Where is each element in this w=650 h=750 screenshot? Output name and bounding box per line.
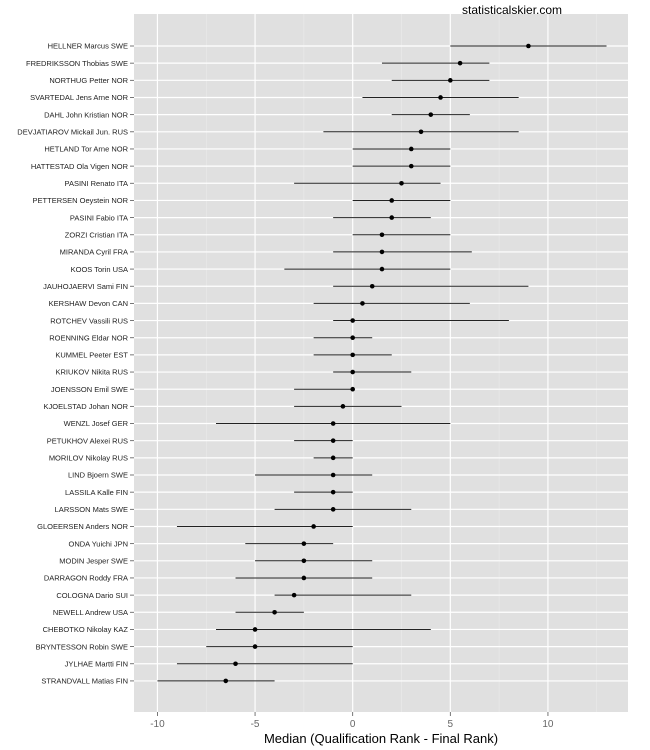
x-tick-label: 10: [542, 719, 554, 730]
y-tick-label: LIND Bjoern SWE: [68, 471, 128, 480]
y-tick-label: STRANDVALL Matias FIN: [41, 677, 128, 686]
median-point: [350, 335, 355, 341]
y-tick-label: PETUKHOV Alexei RUS: [47, 436, 128, 445]
median-point: [379, 266, 385, 272]
y-tick-label: HATTESTAD Ola Vigen NOR: [31, 162, 129, 171]
median-point: [389, 215, 395, 220]
watermark: statisticalskier.com: [462, 3, 562, 17]
y-tick-label: JOENSSON Emil SWE: [51, 385, 128, 394]
y-tick-label: DEVJATIAROV Mickail Jun. RUS: [17, 128, 128, 137]
y-tick-label: LASSILA Kalle FIN: [65, 488, 128, 497]
median-point: [350, 352, 355, 358]
median-point: [291, 592, 297, 598]
median-point: [330, 438, 336, 443]
y-tick-label: MORILOV Nikolay RUS: [49, 454, 128, 463]
y-tick-label: GLOEERSEN Anders NOR: [37, 522, 128, 531]
y-tick-label: PETTERSEN Oeystein NOR: [33, 196, 129, 205]
y-tick-label: BRYNTESSON Robin SWE: [36, 642, 128, 651]
median-point: [252, 627, 258, 632]
median-point: [330, 489, 336, 495]
median-point: [330, 421, 336, 426]
median-point: [457, 60, 463, 66]
x-tick-label: -5: [251, 719, 260, 730]
y-tick-label: COLOGNA Dario SUI: [56, 591, 128, 600]
y-tick-label: DARRAGON Roddy FRA: [44, 574, 128, 583]
median-point: [360, 301, 365, 306]
y-axis-labels: HELLNER Marcus SWE FREDRIKSSON Thobias SW…: [17, 42, 134, 686]
median-point: [301, 575, 307, 581]
y-tick-label: HELLNER Marcus SWE: [48, 42, 128, 51]
median-point: [389, 198, 395, 203]
x-tick-label: 5: [448, 719, 454, 730]
median-point: [418, 129, 424, 135]
y-tick-label: JYLHAE Martti FIN: [65, 659, 128, 668]
x-tick-label: -10: [150, 719, 165, 730]
median-point: [350, 369, 355, 375]
y-tick-label: ROENNING Eldar NOR: [49, 333, 128, 342]
y-tick-label: PASINI Fabio ITA: [70, 213, 128, 222]
median-point: [408, 163, 414, 169]
y-tick-label: JAUHOJAERVI Sami FIN: [43, 282, 128, 291]
median-point: [350, 386, 355, 392]
y-tick-label: MODIN Jesper SWE: [59, 557, 128, 566]
median-point: [301, 541, 307, 546]
y-tick-label: MIRANDA Cyril FRA: [60, 248, 128, 257]
median-point: [330, 455, 336, 461]
y-tick-label: PASINI Renato ITA: [65, 179, 129, 188]
median-point: [428, 112, 434, 117]
y-tick-label: ONDA Yuichi JPN: [69, 539, 128, 548]
y-tick-label: FREDRIKSSON Thobias SWE: [26, 59, 128, 68]
median-point: [379, 249, 385, 255]
y-tick-label: SVARTEDAL Jens Arne NOR: [30, 93, 128, 102]
x-tick-label: 0: [350, 719, 356, 730]
median-point: [311, 524, 316, 529]
median-point: [272, 609, 277, 615]
y-tick-label: KJOELSTAD Johan NOR: [44, 402, 129, 411]
median-point: [340, 404, 346, 409]
y-tick-label: KERSHAW Devon CAN: [49, 299, 128, 308]
median-point: [252, 644, 258, 649]
median-point: [399, 180, 404, 186]
median-point: [369, 283, 375, 289]
median-point: [330, 507, 336, 512]
median-point: [301, 558, 307, 564]
y-tick-label: KRIUKOV Nikita RUS: [55, 368, 128, 377]
median-point: [233, 661, 238, 667]
y-tick-label: WENZL Josef GER: [64, 419, 129, 428]
y-tick-label: NEWELL Andrew USA: [53, 608, 128, 617]
y-tick-label: KUMMEL Peeter EST: [55, 351, 128, 360]
y-tick-label: KOOS Torin USA: [71, 265, 128, 274]
median-point: [448, 78, 453, 83]
x-axis-ticks: -10 -5 0 5 10: [150, 712, 554, 730]
marks: [157, 43, 607, 684]
median-point: [379, 232, 385, 238]
y-tick-label: LARSSON Mats SWE: [55, 505, 128, 514]
y-tick-label: CHEBOTKO Nikolay KAZ: [43, 625, 129, 634]
median-point: [408, 146, 414, 152]
y-tick-label: HETLAND Tor Arne NOR: [44, 145, 128, 154]
median-point: [526, 43, 531, 49]
median-point: [330, 472, 336, 478]
plot-panel: [134, 14, 628, 712]
y-tick-label: NORTHUG Petter NOR: [49, 76, 128, 85]
x-axis-title: Median (Qualification Rank - Final Rank): [264, 731, 498, 746]
median-point: [223, 678, 229, 684]
median-point: [438, 95, 443, 100]
y-tick-label: ZORZI Cristian ITA: [65, 230, 128, 239]
y-tick-label: ROTCHEV Vassili RUS: [50, 316, 128, 325]
median-point: [350, 318, 355, 323]
y-tick-label: DAHL John Kristian NOR: [44, 110, 129, 119]
